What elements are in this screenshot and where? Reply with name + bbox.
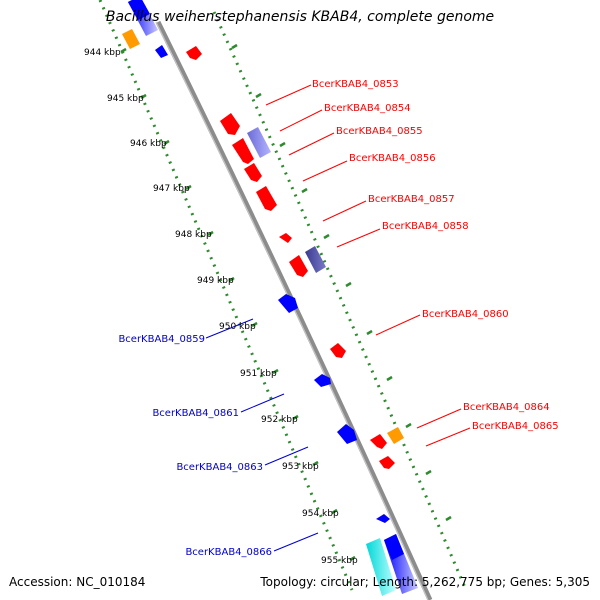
scale-label-948: 948 kbp (175, 230, 212, 240)
genome-title: Bacillus weihenstephanensis KBAB4, compl… (105, 9, 495, 25)
gene-label-0861[interactable]: BcerKBAB4_0861 (152, 408, 239, 419)
gene-label-0866[interactable]: BcerKBAB4_0866 (185, 547, 272, 558)
gene-red-0860 (330, 343, 346, 358)
scale-label-954: 954 kbp (302, 509, 339, 519)
gene-label-0857[interactable]: BcerKBAB4_0857 (368, 194, 455, 205)
scale-label-950: 950 kbp (219, 322, 256, 332)
topology-text: Topology: circular; Length: 5,262,775 bp… (260, 575, 590, 589)
scale-label-944: 944 kbp (84, 48, 121, 58)
scale-label-945: 945 kbp (107, 94, 144, 104)
scale-label-952: 952 kbp (261, 415, 298, 425)
gene-cyan-0866 (366, 538, 396, 596)
gene-darkpurple-0858 (305, 246, 326, 273)
gene-small-blue-1 (155, 45, 168, 58)
gene-red-0855 (232, 138, 254, 164)
gene-top-blue-inner (128, 0, 150, 20)
accession-text: Accession: NC_010184 (9, 575, 146, 589)
gene-label-0853[interactable]: BcerKBAB4_0853 (312, 79, 399, 90)
gene-label-0858[interactable]: BcerKBAB4_0858 (382, 221, 469, 232)
gene-red-0853 (186, 46, 202, 60)
gene-label-0859[interactable]: BcerKBAB4_0859 (118, 334, 205, 345)
forward-leader-lines (265, 84, 471, 447)
gene-red-0857 (256, 186, 277, 211)
gene-red-0856 (244, 163, 262, 182)
gene-purple-0855 (247, 127, 271, 158)
gene-red-0858a (279, 233, 292, 243)
inner-scale-track (98, 0, 354, 591)
gene-label-0856[interactable]: BcerKBAB4_0856 (349, 153, 436, 164)
gene-blue-0861 (314, 374, 331, 387)
outer-scale-track (212, 11, 468, 591)
gene-red-0854 (220, 113, 240, 135)
gene-blue-large-inner (384, 534, 404, 560)
gene-label-0855[interactable]: BcerKBAB4_0855 (336, 126, 423, 137)
gene-red-0864 (370, 434, 387, 449)
gene-red-0858b (289, 255, 308, 277)
scale-label-955: 955 kbp (321, 556, 358, 566)
gene-top-orange (122, 29, 140, 49)
gene-small-blue-2 (376, 514, 390, 523)
scale-label-951: 951 kbp (240, 369, 277, 379)
scale-label-947: 947 kbp (153, 184, 190, 194)
reverse-gene-features (122, 0, 418, 596)
gene-blue-0859 (278, 294, 298, 313)
forward-gene-features (186, 46, 404, 469)
gene-label-0863[interactable]: BcerKBAB4_0863 (176, 462, 263, 473)
gene-red-0865 (379, 456, 395, 469)
gene-label-0860[interactable]: BcerKBAB4_0860 (422, 309, 509, 320)
reverse-leader-lines (205, 318, 319, 552)
gene-blue-0863 (337, 424, 357, 444)
gene-orange-0864 (387, 427, 404, 444)
scale-label-953: 953 kbp (282, 462, 319, 472)
outer-tick-marks (231, 43, 452, 522)
scale-label-946: 946 kbp (130, 139, 167, 149)
scale-label-949: 949 kbp (197, 276, 234, 286)
gene-label-0854[interactable]: BcerKBAB4_0854 (324, 103, 411, 114)
gene-label-0864[interactable]: BcerKBAB4_0864 (463, 402, 550, 413)
inner-tick-marks (120, 47, 356, 562)
gene-label-0865[interactable]: BcerKBAB4_0865 (472, 421, 559, 432)
